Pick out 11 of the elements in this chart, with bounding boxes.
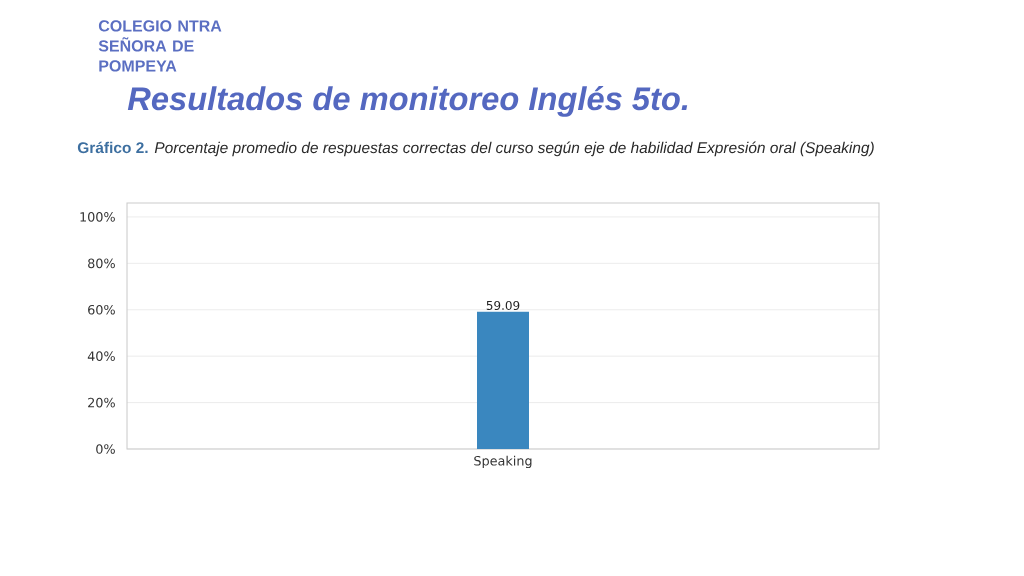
y-tick-label: 0%: [96, 444, 115, 454]
chart-subtitle: Gráfico 2. Porcentaje promedio de respuestas correctas del curso según eje de habilidad Expresión oral (Speaking): [77, 141, 874, 157]
y-tick-label: 40%: [87, 351, 115, 362]
y-tick-label: 80%: [88, 258, 115, 269]
text: COLEGIO NTRA SEÑORA DE POMPEYA: [98, 20, 222, 72]
y-tick-label: 100%: [80, 212, 115, 222]
y-tick-label: 20%: [88, 397, 115, 408]
chart-title: Resultados de monitoreo Inglés 5to.: [127, 86, 688, 117]
data-label: 59.09: [486, 300, 520, 310]
x-tick-label: Speaking: [474, 455, 532, 469]
y-tick-label: 60%: [88, 304, 115, 315]
